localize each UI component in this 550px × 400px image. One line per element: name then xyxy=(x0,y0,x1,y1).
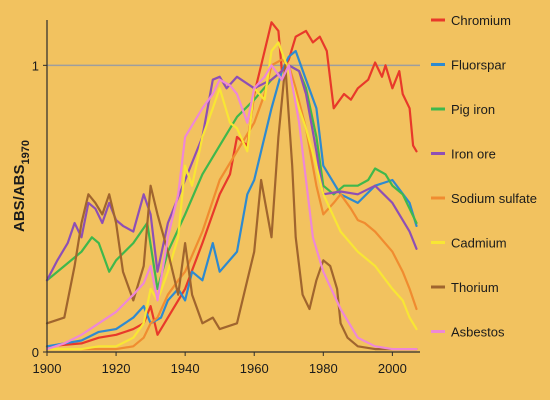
legend-item-iron-ore: Iron ore xyxy=(431,147,496,162)
y-axis-label-main: ABS/ABS xyxy=(11,164,28,232)
legend-item-cadmium: Cadmium xyxy=(431,236,507,251)
x-tick-label: 1940 xyxy=(171,361,200,376)
legend-item-asbestos: Asbestos xyxy=(431,325,505,340)
legend-item-thorium: Thorium xyxy=(431,280,499,295)
legend-item-pig-iron: Pig iron xyxy=(431,102,495,117)
series-line-pig-iron xyxy=(45,64,418,290)
y-axis-label: ABS/ABS1970 xyxy=(11,140,32,232)
legend-item-sodium-sulfate: Sodium sulfate xyxy=(431,191,537,206)
y-tick-label: 1 xyxy=(32,58,39,73)
y-axis-label-subscript: 1970 xyxy=(20,140,32,164)
y-tick-label: 0 xyxy=(32,345,39,360)
legend-label: Iron ore xyxy=(451,147,496,162)
x-tick-label: 1980 xyxy=(309,361,338,376)
legend-label: Chromium xyxy=(451,13,511,28)
series-line-sodium-sulfate xyxy=(45,58,418,351)
legend-label: Cadmium xyxy=(451,236,507,251)
legend-label: Thorium xyxy=(451,280,499,295)
series-line-asbestos xyxy=(45,64,418,351)
legend-label: Pig iron xyxy=(451,102,495,117)
x-tick-label: 2000 xyxy=(378,361,407,376)
legend-label: Fluorspar xyxy=(451,58,507,73)
series-line-cadmium xyxy=(45,41,418,351)
series-line-fluorspar xyxy=(45,49,418,348)
legend-item-chromium: Chromium xyxy=(431,13,511,28)
series-line-thorium xyxy=(45,64,418,351)
x-tick-label: 1960 xyxy=(240,361,269,376)
legend-label: Asbestos xyxy=(451,325,505,340)
legend-item-fluorspar: Fluorspar xyxy=(431,58,507,73)
x-tick-label: 1900 xyxy=(33,361,62,376)
x-tick-label: 1920 xyxy=(102,361,131,376)
series-line-iron-ore xyxy=(45,64,418,282)
legend-label: Sodium sulfate xyxy=(451,191,537,206)
